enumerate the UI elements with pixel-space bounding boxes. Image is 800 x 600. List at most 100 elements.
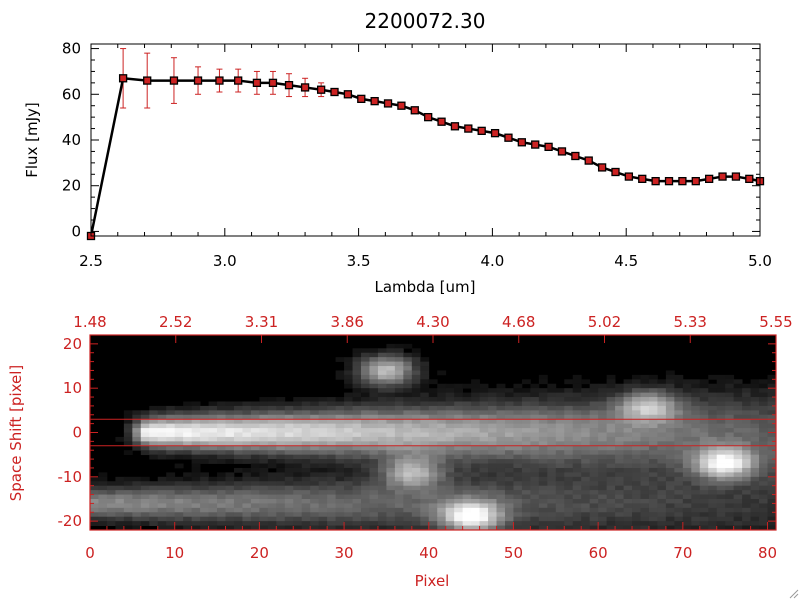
heatmap-cell (335, 481, 345, 487)
heatmap-cell (335, 450, 345, 456)
heatmap-cell (716, 490, 726, 495)
heatmap-cell (191, 428, 201, 433)
heatmap-cell (471, 512, 480, 518)
heatmap-cell (276, 423, 286, 429)
heatmap-cell (555, 401, 565, 407)
heatmap-cell (640, 388, 650, 394)
heatmap-cell (572, 454, 582, 460)
heatmap-cell (462, 516, 472, 522)
heatmap-cell (572, 472, 582, 478)
heatmap-cell (682, 419, 692, 425)
heatmap-cell (665, 467, 675, 473)
heatmap-cell (437, 525, 447, 531)
heatmap-cell (445, 516, 455, 522)
heatmap-cell (377, 512, 387, 518)
heatmap-cell (640, 521, 650, 526)
heatmap-cell (327, 397, 337, 402)
heatmap-cell (513, 498, 523, 504)
heatmap-cell (437, 485, 447, 491)
heatmap-cell (716, 459, 726, 464)
heatmap-cell (615, 516, 624, 522)
heatmap-cell (411, 428, 421, 433)
heatmap-cell (691, 450, 701, 456)
heatmap-cell (479, 503, 489, 509)
heatmap-cell (403, 370, 413, 376)
heatmap-cell (233, 432, 243, 438)
heatmap-cell (564, 481, 574, 487)
heatmap-cell (318, 428, 328, 433)
heatmap-cell (564, 467, 574, 473)
heatmap-cell (259, 507, 269, 513)
heatmap-cell (420, 357, 430, 362)
heatmap-cell (344, 405, 353, 411)
heatmap-cell (708, 454, 718, 460)
heatmap-cell (327, 467, 337, 473)
heatmap-cell (140, 410, 150, 416)
heatmap-cell (521, 476, 531, 482)
heatmap-cell (174, 516, 184, 522)
heatmap-cell (310, 432, 320, 438)
heatmap-cell (572, 436, 582, 442)
heatmap-cell (572, 432, 582, 438)
heatmap-cell (106, 481, 116, 487)
heatmap-cell (759, 454, 768, 460)
heatmap-cell (632, 476, 641, 482)
resize-grip-icon[interactable] (789, 589, 799, 599)
heatmap-cell (521, 423, 531, 429)
heatmap-cell (547, 397, 557, 402)
heatmap-cell (403, 432, 413, 438)
heatmap-cell (538, 419, 548, 425)
heatmap-cell (394, 507, 404, 513)
heatmap-cell (276, 401, 286, 407)
heatmap-cell (267, 512, 277, 518)
heatmap-cell (648, 383, 658, 389)
heatmap-cell (191, 401, 201, 407)
heatmap-cell (716, 525, 726, 531)
heatmap-cell (699, 428, 709, 433)
heatmap-cell (386, 498, 396, 504)
heatmap-cell (437, 521, 447, 526)
heatmap-cell (98, 476, 108, 482)
heatmap-cell (250, 405, 260, 411)
heatmap-cell (564, 410, 574, 416)
heatmap-cell (699, 454, 709, 460)
heatmap-cell (250, 485, 260, 491)
heatmap-cell (327, 481, 337, 487)
heatmap-cell (589, 445, 599, 451)
heatmap-cell (632, 490, 641, 495)
heatmap-cell (488, 454, 497, 460)
flux-data-point (705, 174, 714, 184)
heatmap-cell (200, 507, 209, 513)
heatmap-cell (115, 507, 125, 513)
heatmap-cell (327, 494, 337, 500)
heatmap-cell (725, 481, 735, 487)
heatmap-cell (386, 397, 396, 402)
heatmap-cell (682, 445, 692, 451)
heatmap-cell (699, 512, 709, 518)
heatmap-cell (157, 432, 167, 438)
heatmap-cell (767, 383, 777, 389)
heatmap-cell (377, 490, 387, 495)
heatmap-cell (682, 454, 692, 460)
heatmap-cell (132, 432, 142, 438)
heatmap-cell (564, 512, 574, 518)
heatmap-cell (767, 414, 777, 420)
heatmap-cell (530, 516, 540, 522)
heatmap-cell (479, 423, 489, 429)
heatmap-cell (589, 490, 599, 495)
heatmap-cell (140, 441, 150, 447)
heatmap-cell (115, 490, 125, 495)
heatmap-cell (513, 476, 523, 482)
heatmap-cell (259, 494, 269, 500)
heatmap-cell (267, 397, 277, 402)
heatmap-cell (742, 516, 751, 522)
heatmap-cell (708, 374, 718, 380)
heatmap-cell (267, 454, 277, 460)
heatmap-cell (174, 450, 184, 456)
heatmap-cell (496, 414, 506, 420)
heatmap-cell (191, 441, 201, 447)
heatmap-cell (513, 419, 523, 425)
heatmap-cell (623, 481, 633, 487)
heatmap-cell (166, 516, 176, 522)
heatmap-cell (708, 397, 718, 402)
